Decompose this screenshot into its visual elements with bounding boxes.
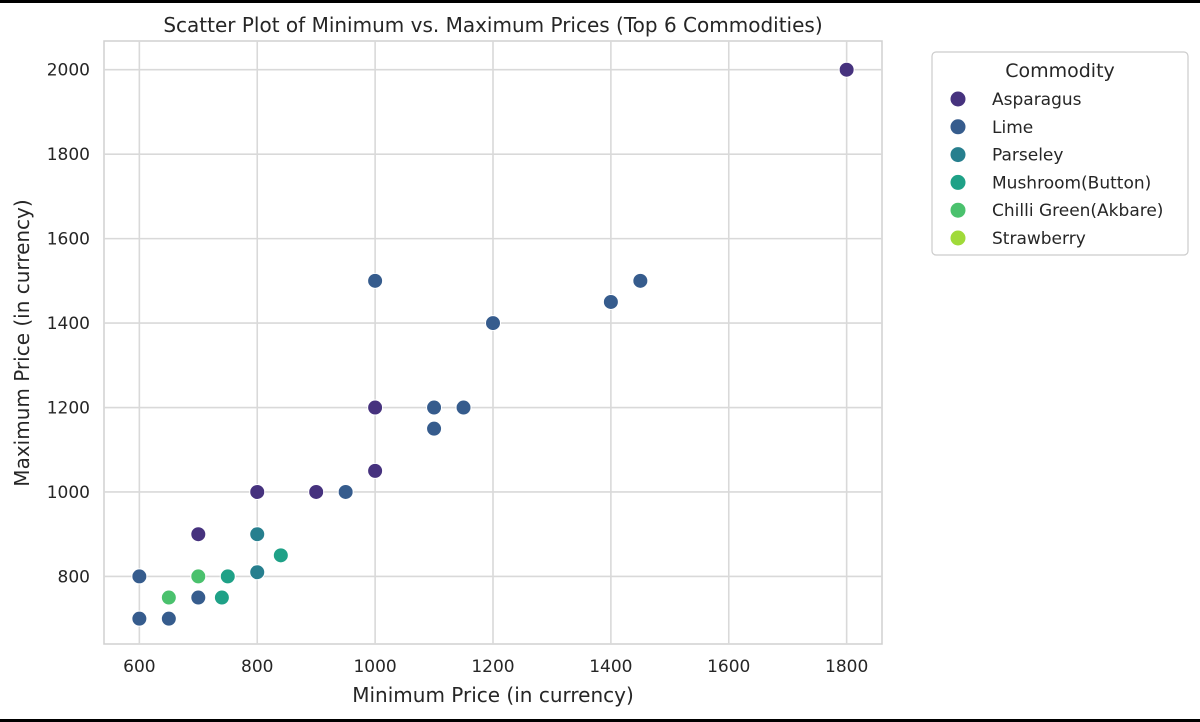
data-point-chilli-green-akbare bbox=[160, 589, 177, 606]
data-point-mushroom-button bbox=[272, 547, 289, 564]
x-tick-label: 800 bbox=[241, 657, 273, 677]
legend: Commodity Asparagus Lime Parseley Mushroom(… bbox=[931, 51, 1189, 256]
x-tick-label: 1600 bbox=[707, 657, 750, 677]
legend-marker bbox=[950, 147, 966, 163]
legend-marker bbox=[950, 202, 966, 218]
y-tick-label: 1200 bbox=[47, 399, 90, 419]
legend-label: Parseley bbox=[992, 146, 1063, 166]
legend-marker bbox=[950, 91, 966, 107]
y-tick-label: 1800 bbox=[47, 145, 90, 165]
x-tick-label: 1800 bbox=[825, 657, 868, 677]
legend-box bbox=[931, 51, 1189, 256]
data-point-parseley bbox=[249, 564, 266, 581]
data-point-lime bbox=[131, 610, 148, 627]
data-point-lime bbox=[426, 399, 443, 416]
y-tick-label: 1600 bbox=[47, 230, 90, 250]
grid-lines bbox=[104, 41, 882, 644]
legend-label: Mushroom(Button) bbox=[992, 173, 1151, 193]
bottom-border bbox=[0, 719, 1200, 722]
data-point-lime bbox=[455, 399, 472, 416]
legend-label: Lime bbox=[992, 118, 1033, 138]
y-tick-label: 1000 bbox=[47, 483, 90, 503]
data-point-mushroom-button bbox=[219, 568, 236, 585]
data-point-chilli-green-akbare bbox=[190, 568, 207, 585]
data-point-lime bbox=[367, 272, 384, 289]
y-tick-label: 2000 bbox=[47, 61, 90, 81]
data-point-lime bbox=[160, 610, 177, 627]
chart-title: Scatter Plot of Minimum vs. Maximum Pric… bbox=[163, 13, 822, 37]
y-tick-label: 1400 bbox=[47, 314, 90, 334]
data-point-asparagus bbox=[190, 526, 207, 543]
x-tick-label: 1000 bbox=[353, 657, 396, 677]
data-point-lime bbox=[337, 483, 354, 500]
data-point-lime bbox=[632, 272, 649, 289]
y-tick-label: 800 bbox=[58, 567, 90, 587]
x-tick-label: 1200 bbox=[471, 657, 514, 677]
legend-label: Chilli Green(Akbare) bbox=[992, 201, 1163, 221]
data-point-asparagus bbox=[367, 399, 384, 416]
data-point-asparagus bbox=[367, 462, 384, 479]
legend-label: Strawberry bbox=[992, 229, 1086, 249]
legend-marker bbox=[950, 174, 966, 190]
legend-marker bbox=[950, 230, 966, 246]
data-point-parseley bbox=[249, 526, 266, 543]
x-tick-label: 600 bbox=[123, 657, 155, 677]
y-tick-labels: 800 1000 1200 1400 1600 1800 2000 bbox=[47, 61, 90, 588]
data-point-lime bbox=[602, 293, 619, 310]
x-axis-label: Minimum Price (in currency) bbox=[352, 683, 634, 707]
legend-marker bbox=[950, 119, 966, 135]
legend-items: Asparagus Lime Parseley Mushroom(Button) Chi… bbox=[950, 90, 1163, 249]
y-axis-label: Maximum Price (in currency) bbox=[10, 199, 34, 486]
data-point-lime bbox=[426, 420, 443, 437]
legend-label: Asparagus bbox=[992, 90, 1082, 110]
data-point-lime bbox=[485, 315, 501, 332]
data-points bbox=[131, 61, 855, 627]
data-point-lime bbox=[131, 568, 148, 585]
x-tick-label: 1400 bbox=[589, 657, 632, 677]
legend-title: Commodity bbox=[1005, 60, 1115, 82]
data-point-mushroom-button bbox=[213, 589, 230, 606]
data-point-lime bbox=[190, 589, 207, 606]
data-point-asparagus bbox=[249, 483, 266, 500]
x-tick-labels: 600 800 1000 1200 1400 1600 1800 bbox=[123, 657, 868, 677]
data-point-asparagus bbox=[308, 483, 325, 500]
top-border bbox=[0, 0, 1200, 3]
data-point-asparagus bbox=[838, 61, 855, 78]
